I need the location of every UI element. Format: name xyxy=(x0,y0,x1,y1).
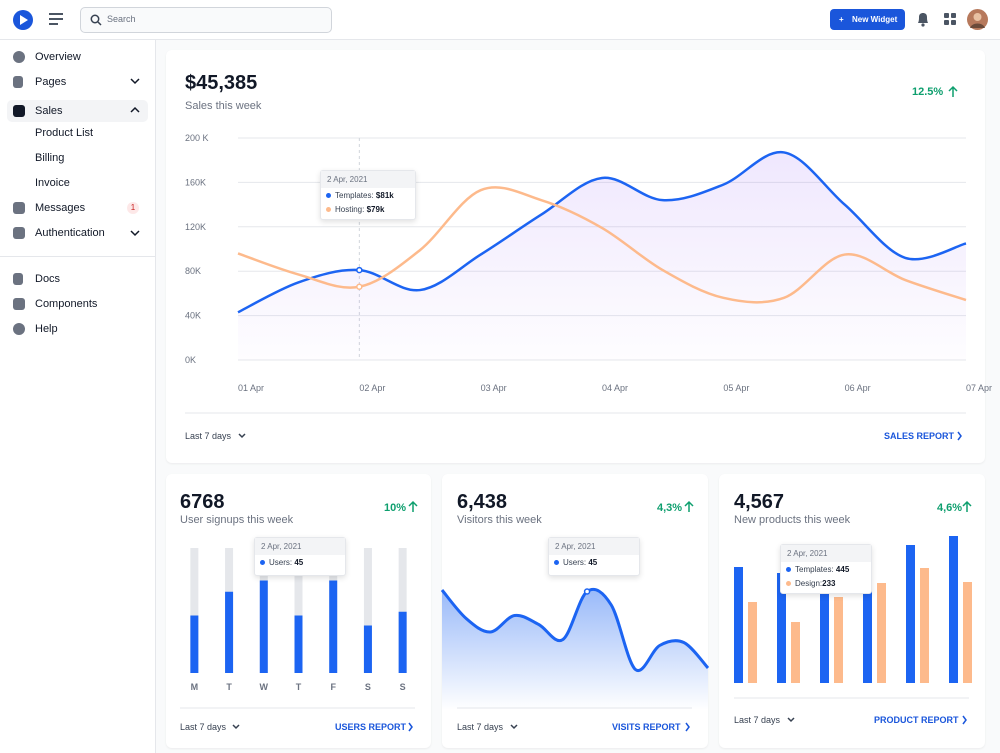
tooltip-value: $81k xyxy=(375,191,394,200)
nav-item[interactable]: Pages xyxy=(35,76,67,88)
tooltip-label: Users: xyxy=(563,558,587,567)
sidebar-divider xyxy=(0,256,155,257)
sales-change: 12.5% xyxy=(912,86,944,98)
card-subtitle: New products this week xyxy=(734,514,851,526)
active-item-bg xyxy=(7,100,148,122)
sales-subtitle: Sales this week xyxy=(185,100,262,112)
card-change: 4,6% xyxy=(937,502,963,514)
range-select[interactable]: Last 7 days xyxy=(457,722,504,732)
card-subtitle: Visitors this week xyxy=(457,514,542,526)
new-widget-label: New Widget xyxy=(852,15,898,24)
tooltip-title: 2 Apr, 2021 xyxy=(549,538,639,555)
plus-icon: + xyxy=(839,15,844,24)
card-subtitle: User signups this week xyxy=(180,514,294,526)
tooltip-value: 445 xyxy=(835,565,850,574)
tooltip: 2 Apr, 2021 Users: 45 xyxy=(254,537,346,576)
tooltip-title: 2 Apr, 2021 xyxy=(781,545,871,562)
nav-subitem[interactable]: Product List xyxy=(35,127,94,139)
nav-item[interactable]: Overview xyxy=(35,51,81,63)
avatar[interactable] xyxy=(967,9,988,30)
tooltip-value: 45 xyxy=(294,558,304,567)
range-select[interactable]: Last 7 days xyxy=(185,431,232,441)
nav-item[interactable]: Help xyxy=(35,323,58,335)
menu-toggle[interactable] xyxy=(48,12,64,26)
report-link[interactable]: PRODUCT REPORT xyxy=(874,715,959,725)
card-value: 4,567 xyxy=(734,491,785,513)
nav-item[interactable]: Sales xyxy=(35,105,63,117)
messages-badge: 1 xyxy=(127,202,139,214)
nav-item[interactable]: Docs xyxy=(35,273,61,285)
pages-icon xyxy=(13,76,23,88)
nav-item[interactable]: Authentication xyxy=(35,227,105,239)
tooltip-row: Hosting: $79k xyxy=(321,202,415,219)
report-link[interactable]: SALES REPORT xyxy=(884,431,955,441)
tooltip-value: $79k xyxy=(366,205,385,214)
report-link[interactable]: VISITS REPORT xyxy=(612,722,681,732)
tooltip-label: Hosting: xyxy=(335,205,365,214)
tooltip-label: Users: xyxy=(269,558,293,567)
docs-icon xyxy=(13,273,23,285)
nav-subitem[interactable]: Invoice xyxy=(35,177,70,189)
chevrons xyxy=(130,78,140,237)
tooltip-label: Design: xyxy=(795,579,823,588)
apps[interactable] xyxy=(944,13,956,25)
new-widget-button[interactable]: + New Widget xyxy=(830,9,905,30)
tooltip-row: Users: 45 xyxy=(549,555,639,575)
report-link[interactable]: USERS REPORT xyxy=(335,722,407,732)
overview-icon xyxy=(13,51,25,63)
card-change: 4,3% xyxy=(657,502,683,514)
range-select[interactable]: Last 7 days xyxy=(180,722,227,732)
tooltip-row: Users: 45 xyxy=(255,555,345,575)
tooltip-row: Templates: $81k xyxy=(321,188,415,202)
tooltip-row: Templates: 445 xyxy=(781,562,871,576)
tooltip-value: 233 xyxy=(822,579,836,588)
components-icon xyxy=(13,298,25,310)
tooltip-label: Templates: xyxy=(795,565,834,574)
tooltip-title: 2 Apr, 2021 xyxy=(255,538,345,555)
nav-subitem[interactable]: Billing xyxy=(35,152,65,164)
help-icon xyxy=(13,323,25,335)
nav-item[interactable]: Messages xyxy=(35,202,86,214)
sidebar xyxy=(0,40,156,753)
sales-icon xyxy=(13,105,25,117)
sales-value: $45,385 xyxy=(185,72,258,94)
tooltip: 2 Apr, 2021 Templates: $81k Hosting: $79… xyxy=(320,170,416,220)
search-input[interactable]: Search xyxy=(80,7,332,33)
tooltip-row: Design:233 xyxy=(781,576,871,593)
notifications[interactable] xyxy=(916,12,930,27)
auth-icon xyxy=(13,227,25,239)
tooltip-value: 45 xyxy=(588,558,598,567)
search-icon xyxy=(90,14,102,26)
search-placeholder: Search xyxy=(107,14,136,24)
logo[interactable] xyxy=(12,9,34,31)
sales-card xyxy=(166,50,985,463)
card-value: 6,438 xyxy=(457,491,508,513)
tooltip-label: Templates: xyxy=(335,191,374,200)
range-select[interactable]: Last 7 days xyxy=(734,715,781,725)
messages-icon xyxy=(13,202,25,214)
card-value: 6768 xyxy=(180,491,225,513)
nav-item[interactable]: Components xyxy=(35,298,98,310)
tooltip: 2 Apr, 2021 Templates: 445 Design:233 xyxy=(780,544,872,594)
tooltip: 2 Apr, 2021 Users: 45 xyxy=(548,537,640,576)
card-change: 10% xyxy=(384,502,407,514)
tooltip-title: 2 Apr, 2021 xyxy=(321,171,415,188)
